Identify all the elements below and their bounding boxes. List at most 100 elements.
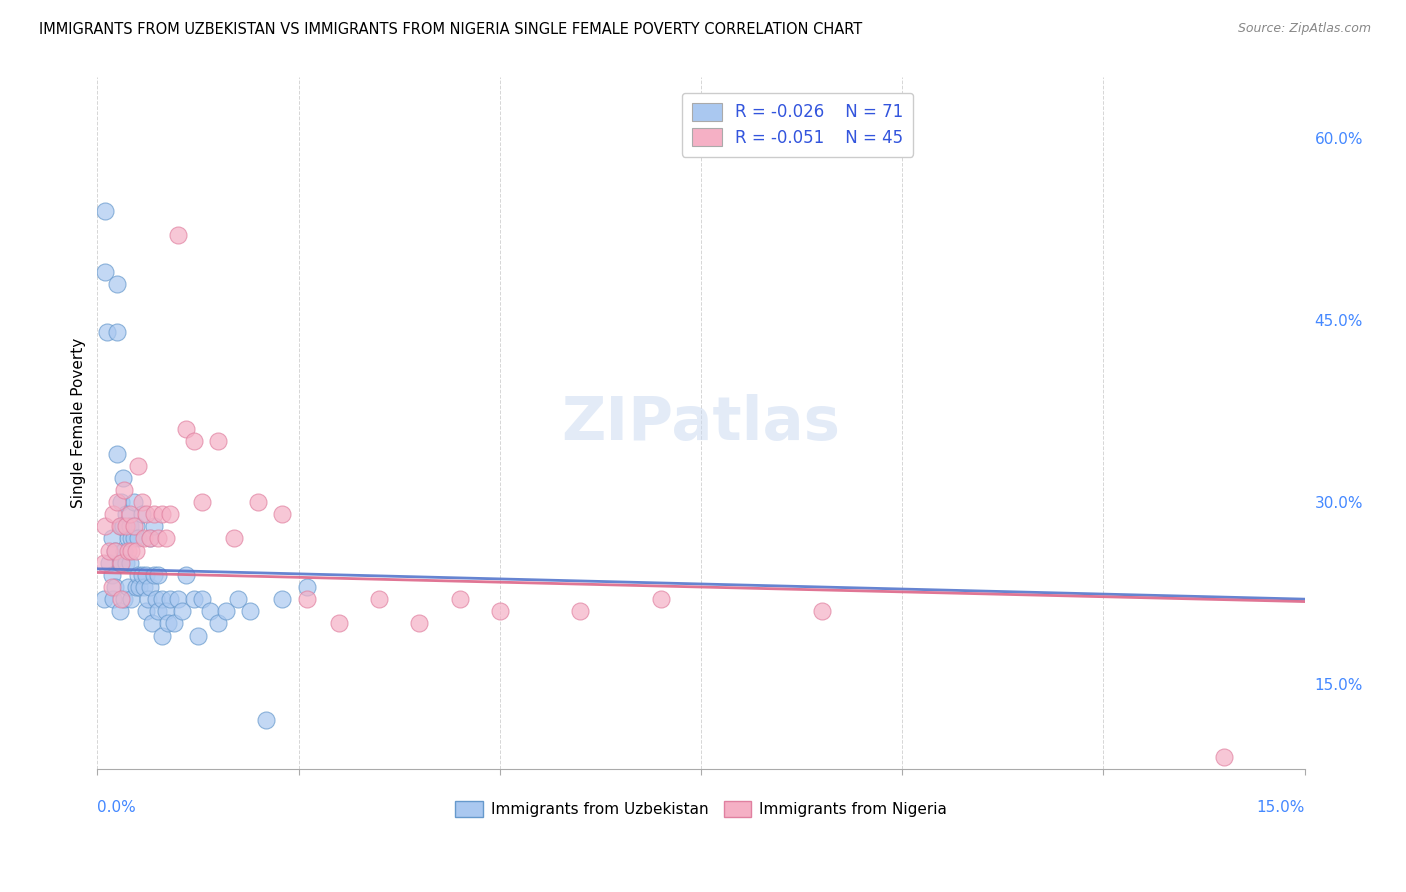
Point — [150, 628, 173, 642]
Point — [122, 532, 145, 546]
Point — [1213, 750, 1236, 764]
Point — [107, 446, 129, 460]
Point — [449, 592, 471, 607]
Point — [146, 567, 169, 582]
Point — [127, 567, 149, 582]
Point — [166, 592, 188, 607]
Point — [569, 604, 592, 618]
Point — [132, 532, 155, 546]
Point — [127, 532, 149, 546]
Point — [239, 604, 262, 618]
Point — [117, 580, 139, 594]
Point — [295, 592, 318, 607]
Point — [187, 628, 209, 642]
Point — [110, 495, 132, 509]
Point — [112, 592, 135, 607]
Point — [155, 532, 177, 546]
Point — [254, 714, 277, 728]
Point — [101, 567, 124, 582]
Text: Source: ZipAtlas.com: Source: ZipAtlas.com — [1237, 22, 1371, 36]
Point — [96, 325, 118, 339]
Legend: R = -0.026    N = 71, R = -0.051    N = 45: R = -0.026 N = 71, R = -0.051 N = 45 — [682, 93, 914, 157]
Point — [145, 592, 167, 607]
Point — [150, 592, 173, 607]
Point — [146, 532, 169, 546]
Point — [125, 580, 148, 594]
Point — [488, 604, 510, 618]
Point — [215, 604, 238, 618]
Point — [183, 434, 205, 449]
Point — [93, 592, 115, 607]
Point — [163, 616, 186, 631]
Point — [93, 556, 115, 570]
Point — [98, 556, 121, 570]
Point — [125, 519, 148, 533]
Point — [122, 519, 145, 533]
Point — [118, 519, 141, 533]
Point — [247, 495, 270, 509]
Point — [104, 543, 127, 558]
Point — [198, 604, 221, 618]
Point — [159, 507, 181, 521]
Point — [328, 616, 350, 631]
Point — [368, 592, 391, 607]
Point — [110, 556, 132, 570]
Point — [408, 616, 430, 631]
Point — [131, 567, 153, 582]
Point — [146, 604, 169, 618]
Point — [142, 519, 165, 533]
Point — [650, 592, 672, 607]
Point — [120, 543, 142, 558]
Point — [114, 556, 136, 570]
Point — [155, 604, 177, 618]
Point — [132, 580, 155, 594]
Point — [110, 592, 132, 607]
Point — [118, 507, 141, 521]
Point — [108, 556, 131, 570]
Point — [117, 543, 139, 558]
Point — [138, 580, 160, 594]
Point — [114, 519, 136, 533]
Point — [112, 519, 135, 533]
Point — [101, 532, 124, 546]
Point — [117, 532, 139, 546]
Point — [107, 277, 129, 291]
Point — [157, 616, 180, 631]
Point — [131, 495, 153, 509]
Point — [108, 604, 131, 618]
Point — [110, 519, 132, 533]
Point — [112, 483, 135, 497]
Point — [170, 604, 193, 618]
Point — [174, 422, 197, 436]
Point — [94, 264, 117, 278]
Point — [136, 592, 159, 607]
Point — [135, 507, 157, 521]
Point — [103, 592, 125, 607]
Point — [226, 592, 249, 607]
Y-axis label: Single Female Poverty: Single Female Poverty — [72, 338, 86, 508]
Point — [101, 580, 124, 594]
Point — [112, 543, 135, 558]
Point — [122, 495, 145, 509]
Point — [271, 507, 294, 521]
Point — [135, 567, 157, 582]
Point — [142, 567, 165, 582]
Point — [107, 495, 129, 509]
Text: ZIPatlas: ZIPatlas — [561, 393, 841, 453]
Point — [191, 592, 214, 607]
Point — [142, 507, 165, 521]
Point — [118, 556, 141, 570]
Point — [94, 203, 117, 218]
Point — [224, 532, 246, 546]
Point — [810, 604, 832, 618]
Text: 15.0%: 15.0% — [1257, 799, 1305, 814]
Point — [108, 519, 131, 533]
Point — [98, 543, 121, 558]
Point — [138, 532, 160, 546]
Point — [141, 616, 163, 631]
Point — [183, 592, 205, 607]
Point — [271, 592, 294, 607]
Point — [107, 325, 129, 339]
Point — [120, 592, 142, 607]
Point — [112, 471, 135, 485]
